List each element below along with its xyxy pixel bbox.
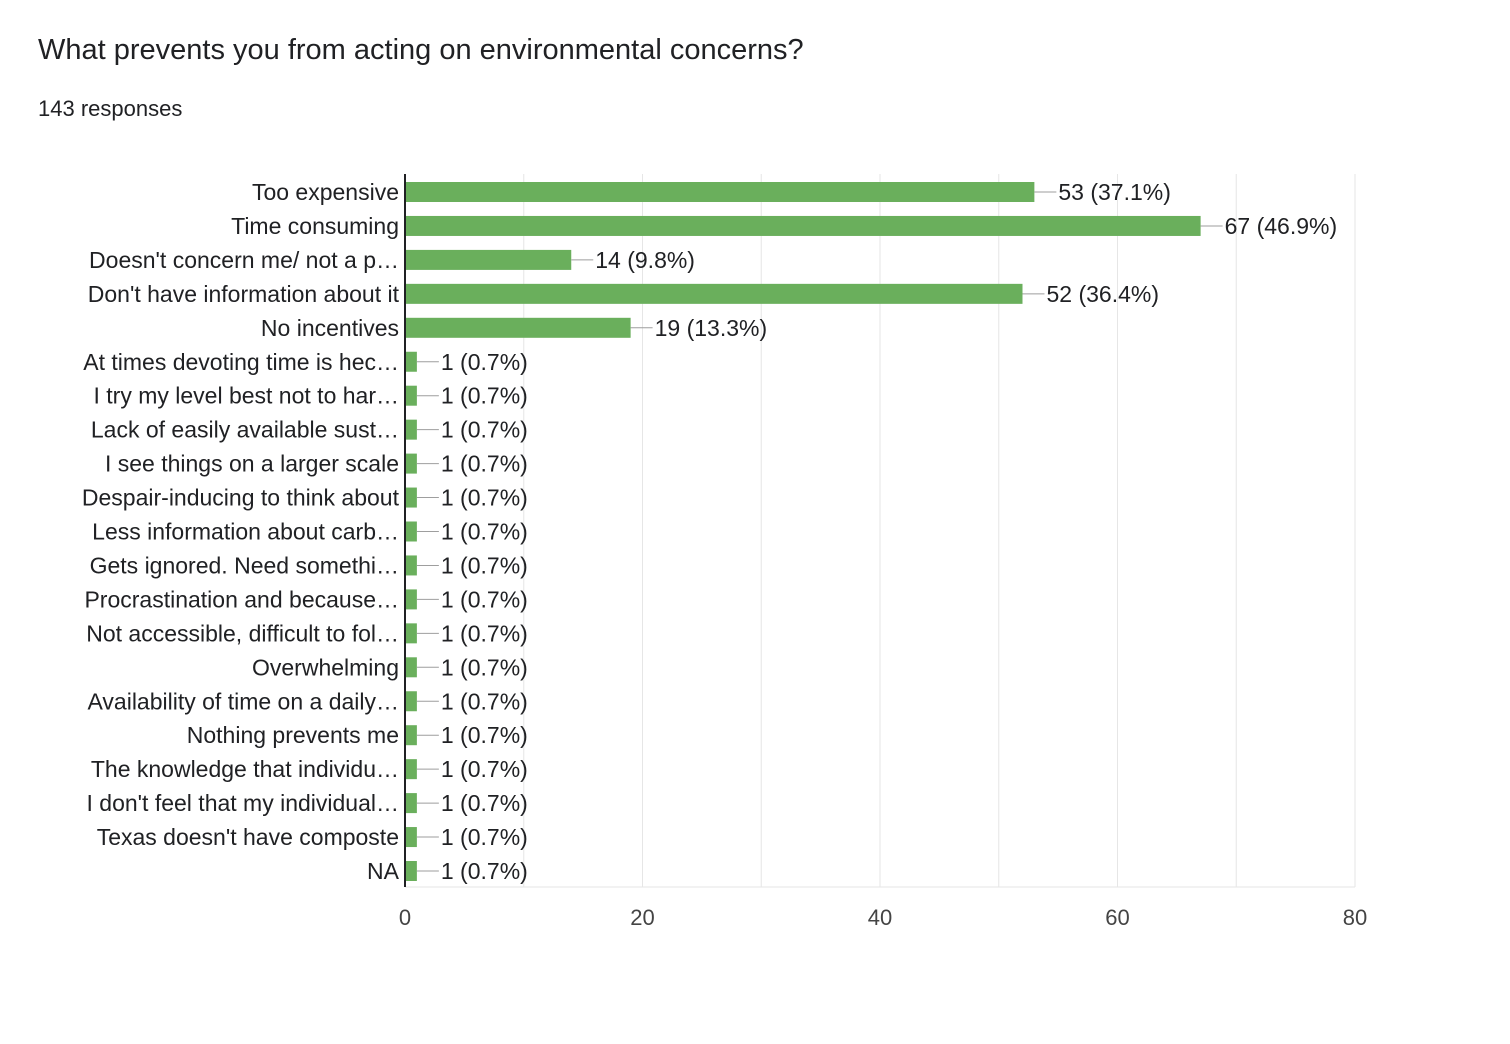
category-label: Less information about carb… (92, 519, 399, 545)
data-label: 1 (0.7%) (441, 620, 528, 646)
category-label: Nothing prevents me (187, 722, 399, 748)
data-label: 1 (0.7%) (441, 688, 528, 714)
category-label: The knowledge that individu… (91, 756, 399, 782)
bar (405, 861, 417, 881)
data-label: 1 (0.7%) (441, 858, 528, 884)
category-label: Procrastination and because… (84, 586, 399, 612)
data-label: 1 (0.7%) (441, 417, 528, 443)
category-label: I see things on a larger scale (105, 451, 399, 477)
labels: 0 20 40 60 80 53 (37.1%) Too expensive 67 (46.9… (82, 179, 1367, 930)
response-count: 143 responses (38, 96, 183, 121)
category-label: Despair-inducing to think about (82, 485, 400, 511)
bar (405, 215, 1201, 236)
x-tick-label: 0 (399, 905, 411, 930)
bar (405, 351, 417, 372)
x-tick-label: 80 (1343, 905, 1367, 930)
category-label: Not accessible, difficult to fol… (86, 620, 399, 646)
bar (405, 691, 417, 712)
chart-title: What prevents you from acting on environ… (38, 34, 804, 66)
bar (405, 419, 417, 440)
x-tick-label: 60 (1105, 905, 1129, 930)
bar (405, 249, 572, 270)
data-label: 1 (0.7%) (441, 485, 528, 511)
category-label: Texas doesn't have composte (97, 824, 399, 850)
bar (405, 283, 1023, 304)
x-tick-label: 20 (630, 905, 654, 930)
data-label: 1 (0.7%) (441, 790, 528, 816)
bar (405, 623, 417, 644)
data-label: 1 (0.7%) (441, 451, 528, 477)
data-label: 1 (0.7%) (441, 722, 528, 748)
x-tick-label: 40 (868, 905, 892, 930)
bar (405, 182, 1035, 202)
data-label: 1 (0.7%) (441, 383, 528, 409)
category-label: Time consuming (231, 213, 399, 239)
data-label: 1 (0.7%) (441, 552, 528, 578)
category-label: Doesn't concern me/ not a p… (89, 247, 399, 273)
bars (405, 182, 1223, 881)
bar (405, 317, 631, 338)
bar (405, 657, 417, 678)
data-label: 1 (0.7%) (441, 654, 528, 680)
data-label: 1 (0.7%) (441, 756, 528, 782)
data-label: 1 (0.7%) (441, 349, 528, 375)
bar (405, 487, 417, 508)
bar (405, 453, 417, 474)
category-label: Don't have information about it (88, 281, 400, 307)
bar (405, 589, 417, 610)
category-label: Lack of easily available sust… (91, 417, 399, 443)
data-label: 1 (0.7%) (441, 824, 528, 850)
category-label: I try my level best not to har… (93, 383, 399, 409)
data-label: 1 (0.7%) (441, 519, 528, 545)
data-label: 52 (36.4%) (1047, 281, 1160, 307)
grid-lines (405, 174, 1356, 888)
category-label: NA (367, 858, 400, 884)
bar (405, 725, 417, 746)
category-label: Availability of time on a daily… (88, 688, 400, 714)
bar (405, 793, 417, 814)
bar (405, 827, 417, 848)
bar (405, 521, 417, 542)
data-label: 53 (37.1%) (1058, 179, 1171, 205)
data-label: 14 (9.8%) (595, 247, 695, 273)
data-label: 19 (13.3%) (655, 315, 768, 341)
category-label: At times devoting time is hec… (83, 349, 399, 375)
category-label: Too expensive (252, 179, 399, 205)
bar (405, 759, 417, 780)
bar (405, 385, 417, 406)
category-label: Gets ignored. Need somethi… (90, 552, 399, 578)
category-label: Overwhelming (252, 654, 399, 680)
bar (405, 555, 417, 576)
data-label: 67 (46.9%) (1225, 213, 1338, 239)
data-label: 1 (0.7%) (441, 586, 528, 612)
category-label: No incentives (261, 315, 399, 341)
category-label: I don't feel that my individual… (87, 790, 400, 816)
